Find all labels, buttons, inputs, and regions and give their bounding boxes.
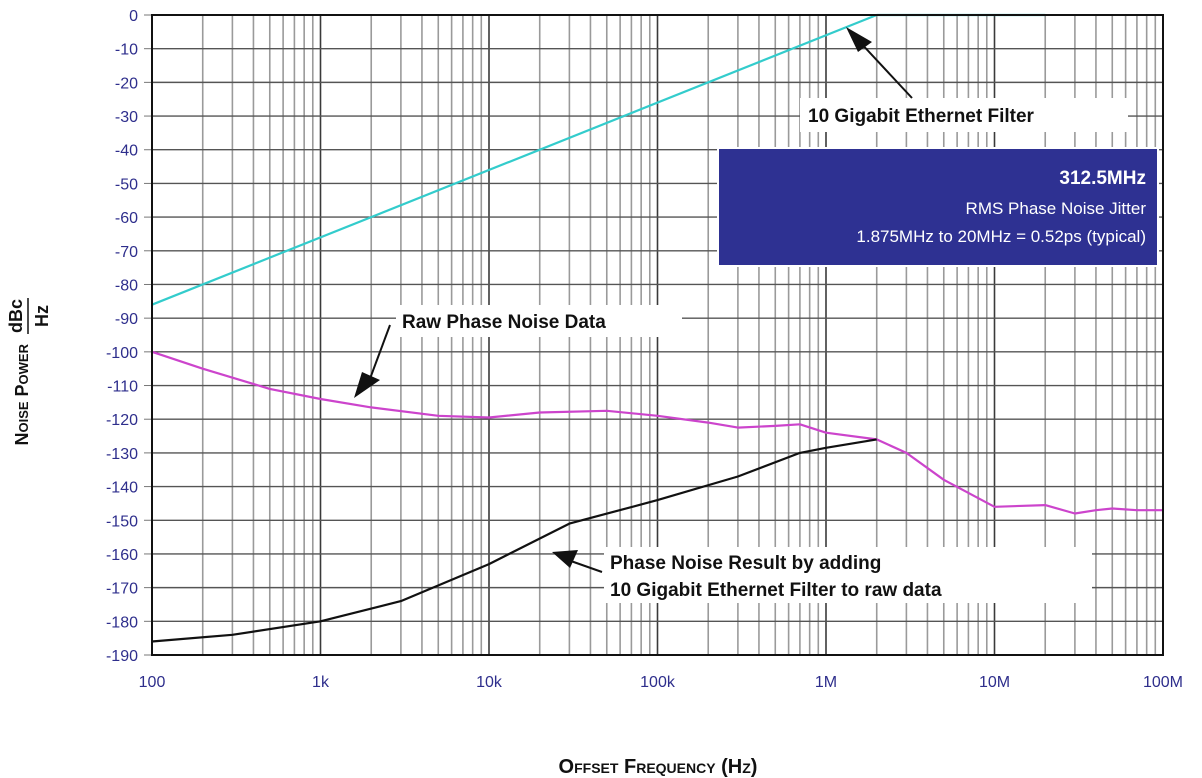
y-tick-label: 0 (129, 8, 138, 25)
y-tick-label: -140 (106, 480, 138, 497)
y-tick-label: -20 (115, 75, 138, 92)
y-tick-label: -60 (115, 210, 138, 227)
annotation-raw-arrowhead (354, 372, 380, 398)
annotation-result-label-2: 10 Gigabit Ethernet Filter to raw data (610, 580, 942, 601)
y-tick-label: -10 (115, 42, 138, 59)
annotation-result-label-1: Phase Noise Result by adding (610, 553, 881, 574)
annotation-raw-label: Raw Phase Noise Data (402, 312, 606, 333)
y-tick-label: -170 (106, 581, 138, 598)
x-tick-label: 100M (1143, 674, 1183, 691)
y-axis-unit-denominator: Hz (32, 305, 52, 327)
y-axis-title-main: Noise Power (12, 343, 32, 445)
annotation-filter-arrowhead (846, 27, 872, 52)
x-tick-label: 1k (312, 674, 330, 691)
series-line-1 (151, 350, 1163, 515)
annotation-raw-arrow-line (367, 324, 391, 385)
y-tick-label: -70 (115, 244, 138, 261)
y-tick-label: -50 (115, 176, 138, 193)
annotation-filter-arrow-line (857, 39, 913, 99)
annotation-result-arrow-line (567, 559, 603, 573)
y-tick-label: -30 (115, 109, 138, 126)
series-line-2 (151, 438, 877, 643)
x-tick-label: 10k (476, 674, 503, 691)
x-tick-label: 1M (815, 674, 837, 691)
annotation-result: Phase Noise Result by adding 10 Gigabit … (552, 547, 1092, 603)
y-tick-label: -40 (115, 143, 138, 160)
y-tick-label: -180 (106, 614, 138, 631)
y-tick-label: -90 (115, 311, 138, 328)
annotation-raw: Raw Phase Noise Data (354, 305, 682, 398)
annotation-filter-label: 10 Gigabit Ethernet Filter (808, 106, 1035, 127)
y-tick-label: -190 (106, 648, 138, 665)
y-axis-unit-numerator: dBc (6, 299, 26, 333)
x-tick-label: 100k (640, 674, 676, 691)
y-tick-label: -160 (106, 547, 138, 564)
y-tick-label: -150 (106, 513, 138, 530)
info-box-line-1: RMS Phase Noise Jitter (966, 199, 1147, 218)
y-tick-label: -120 (106, 412, 138, 429)
annotation-filter: 10 Gigabit Ethernet Filter (800, 27, 1128, 132)
x-tick-label: 100 (139, 674, 166, 691)
y-tick-label: -100 (106, 345, 138, 362)
info-box-title: 312.5MHz (1059, 168, 1146, 189)
x-tick-labels: 100 1k 10k 100k 1M 10M 100M (139, 674, 1183, 691)
x-tick-label: 10M (979, 674, 1010, 691)
y-tick-labels: 0 -10 -20 -30 -40 -50 -60 -70 -80 -90 -100 -110 -120… (106, 8, 138, 665)
x-axis-title: Offset Frequency (Hz) (559, 756, 758, 778)
jitter-info-box: 312.5MHz RMS Phase Noise Jitter 1.875MHz… (717, 147, 1159, 267)
y-tick-label: -130 (106, 446, 138, 463)
y-axis-title: Noise Power dBc Hz (6, 298, 52, 446)
y-tick-label: -80 (115, 277, 138, 294)
info-box-line-2: 1.875MHz to 20MHz = 0.52ps (typical) (856, 227, 1146, 246)
annotation-result-arrowhead (552, 550, 578, 568)
plot-frame (151, 14, 1164, 656)
y-tick-label: -110 (107, 379, 138, 396)
